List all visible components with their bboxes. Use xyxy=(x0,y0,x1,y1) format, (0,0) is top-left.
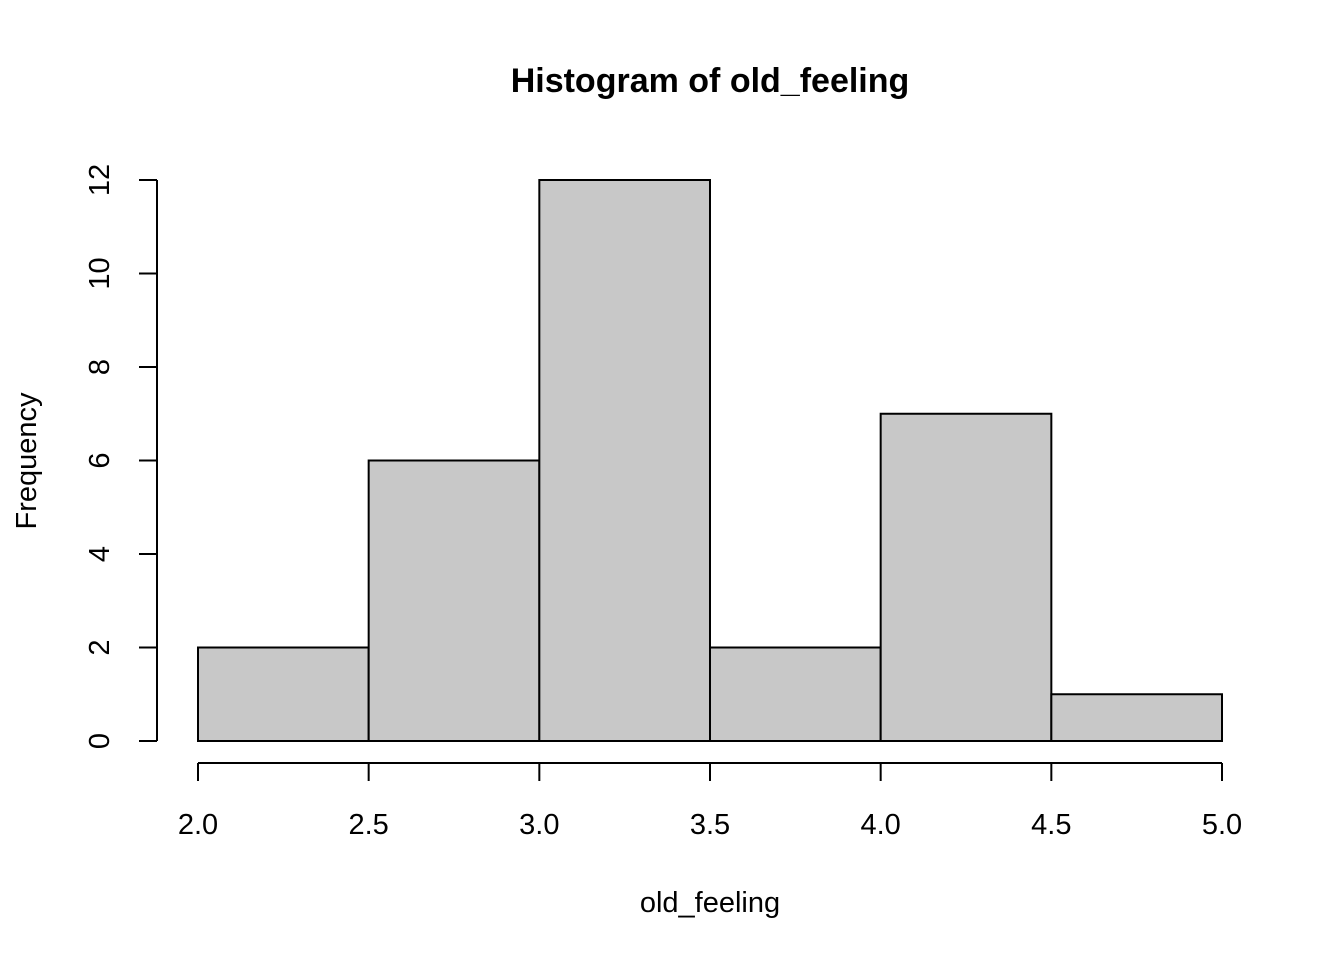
y-tick-label-2: 2 xyxy=(84,639,116,655)
y-tick-label-3: 4 xyxy=(84,546,116,562)
y-tick-label-6: 10 xyxy=(84,257,116,289)
x-axis: 2.0 2.5 3.0 3.5 4.0 4.5 5.0 xyxy=(178,762,1242,841)
bars-group xyxy=(197,179,1224,742)
histogram-bar-6 xyxy=(1050,693,1224,742)
histogram-bar-4 xyxy=(709,646,882,742)
x-tick-label-6: 4.5 xyxy=(1031,809,1071,841)
x-tick-label-3: 3.0 xyxy=(519,809,559,841)
chart-title: Histogram of old_feeling xyxy=(511,62,910,100)
x-tick-label-7: 5.0 xyxy=(1202,809,1242,841)
x-tick-label-2: 2.5 xyxy=(349,809,389,841)
y-tick-label-1: 0 xyxy=(84,733,116,749)
histogram-bar-3 xyxy=(538,179,711,742)
histogram-bar-1 xyxy=(197,646,370,742)
histogram-bar-5 xyxy=(879,412,1053,742)
x-tick-label-4: 3.5 xyxy=(690,809,730,841)
x-axis-title: old_feeling xyxy=(640,887,780,919)
x-tick-label-5: 4.0 xyxy=(861,809,901,841)
y-axis: 0 2 4 6 8 10 12 xyxy=(84,164,158,749)
y-axis-title: Frequency xyxy=(11,392,43,530)
y-tick-label-7: 12 xyxy=(84,164,116,196)
y-tick-label-5: 8 xyxy=(84,359,116,375)
histogram-bar-2 xyxy=(367,459,541,742)
x-tick-label-1: 2.0 xyxy=(178,809,218,841)
y-tick-label-4: 6 xyxy=(84,452,116,468)
